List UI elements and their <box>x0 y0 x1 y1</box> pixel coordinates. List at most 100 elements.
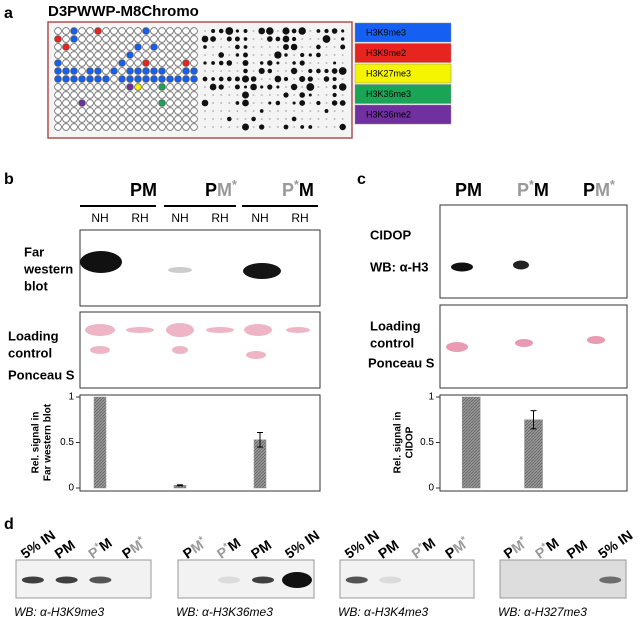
array-spot <box>243 37 248 41</box>
array-spot <box>228 86 231 88</box>
array-spot <box>134 51 142 59</box>
construct-label: PM <box>130 180 157 200</box>
array-spot <box>126 51 134 59</box>
blot-band <box>513 260 529 270</box>
array-spot <box>94 35 102 43</box>
array-spot <box>118 107 126 115</box>
array-spot <box>285 86 287 88</box>
array-spot <box>252 54 255 56</box>
array-spot <box>324 28 329 34</box>
array-spot <box>241 75 250 83</box>
array-spot <box>252 62 255 64</box>
array-spot <box>299 75 306 83</box>
array-spot <box>126 75 134 83</box>
array-spot <box>325 126 328 128</box>
array-spot <box>290 43 298 51</box>
array-spot <box>150 43 158 51</box>
array-spot <box>102 91 110 99</box>
array-spot <box>54 91 62 99</box>
array-spot <box>220 94 223 96</box>
lane-label: PM* <box>442 534 472 562</box>
array-spot <box>204 126 206 128</box>
array-spot <box>70 67 78 75</box>
array-spot <box>142 43 150 51</box>
array-spot <box>70 75 78 83</box>
array-spot <box>94 27 102 35</box>
array-spot <box>308 53 312 57</box>
array-spot <box>331 28 338 34</box>
array-spot <box>102 99 110 107</box>
array-spot <box>134 75 142 83</box>
stain-label: control <box>8 345 52 360</box>
array-spot <box>301 46 304 48</box>
array-spot <box>268 126 271 128</box>
array-spot <box>260 102 263 104</box>
array-spot <box>118 51 126 59</box>
array-spot <box>166 51 174 59</box>
array-spot <box>220 70 223 72</box>
array-spot <box>210 36 216 42</box>
y-axis-label: Rel. signal in <box>393 412 404 474</box>
array-spot <box>126 43 134 51</box>
array-spot <box>316 100 321 106</box>
array-spot <box>333 54 336 56</box>
array-spot <box>332 84 337 90</box>
array-spot <box>62 115 70 123</box>
array-spot <box>228 46 231 48</box>
array-spot <box>236 70 239 72</box>
array-spot <box>126 67 134 75</box>
array-spot <box>290 67 298 75</box>
array-spot <box>227 116 232 122</box>
array-spot <box>150 67 158 75</box>
array-spot <box>110 99 118 107</box>
array-spot <box>54 107 62 115</box>
array-spot <box>70 107 78 115</box>
array-spot <box>260 85 264 89</box>
stain-frame <box>79 311 321 389</box>
array-spot <box>283 76 289 82</box>
array-spot <box>142 107 150 115</box>
array-spot <box>62 99 70 107</box>
array-spot <box>182 51 190 59</box>
array-spot <box>236 62 239 64</box>
array-spot <box>300 52 305 58</box>
array-spot <box>252 30 255 32</box>
array-spot <box>204 54 206 56</box>
array-spot <box>86 59 94 67</box>
array-spot <box>110 83 118 91</box>
array-spot <box>134 67 142 75</box>
array-spot <box>54 43 62 51</box>
array-spot <box>212 54 215 56</box>
array-spot <box>275 100 281 106</box>
array-spot <box>325 46 328 48</box>
array-spot <box>126 123 134 131</box>
array-spot <box>236 94 239 96</box>
array-spot <box>252 126 255 128</box>
array-spot <box>309 46 312 48</box>
array-spot <box>158 115 166 123</box>
array-spot <box>62 59 70 67</box>
array-spot <box>118 99 126 107</box>
array-spot <box>258 27 266 35</box>
array-spot <box>142 123 150 131</box>
array-spot <box>62 35 70 43</box>
array-spot <box>293 54 296 56</box>
array-spot <box>260 38 263 40</box>
y-tick-label: 1 <box>428 392 434 403</box>
array-spot <box>276 118 279 120</box>
array-spot <box>94 99 102 107</box>
array-spot <box>333 126 336 128</box>
array-spot <box>190 51 198 59</box>
array-spot <box>220 126 223 128</box>
array-spot <box>333 61 337 65</box>
array-spot <box>94 43 102 51</box>
stain-label: Ponceau S <box>368 355 435 370</box>
array-spot <box>259 124 265 130</box>
array-spot <box>212 126 215 128</box>
blot-band <box>252 576 274 584</box>
array-spot <box>158 67 166 75</box>
array-spot <box>166 107 174 115</box>
array-spot <box>134 115 142 123</box>
array-spot <box>54 115 62 123</box>
array-spot <box>260 118 263 120</box>
